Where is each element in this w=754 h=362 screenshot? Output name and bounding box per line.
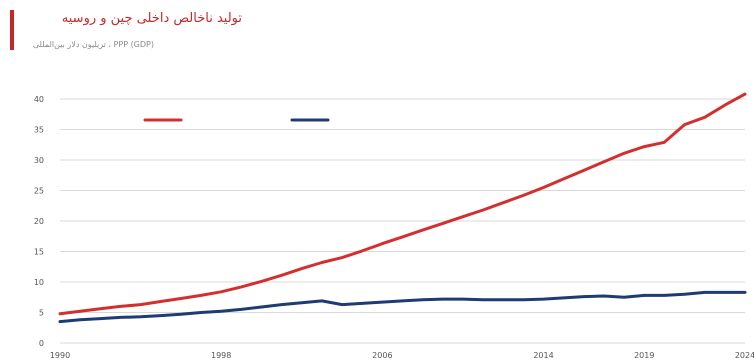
x-tick-label: 1990 [50,351,70,360]
gridlines [60,98,745,344]
series-line-2 [58,290,747,324]
x-tick-label: 2014 [533,351,553,360]
series-lines [58,92,747,324]
y-tick-label: 10 [34,278,44,287]
x-tick-label: 1998 [211,351,231,360]
chart-title: تولید ناخالص داخلی چین و روسیه [61,11,242,26]
y-axis-ticks: 0 5 10 15 20 25 30 35 40 [34,95,44,348]
title-accent-bar [10,10,14,50]
series-line-1 [58,92,747,316]
x-axis-ticks: 1990 1998 2006 2014 2019 2024 [50,351,754,360]
y-tick-label: 35 [34,126,44,135]
x-tick-label: 2006 [372,351,392,360]
y-tick-label: 5 [39,309,44,318]
y-tick-label: 15 [34,248,44,257]
chart-subtitle: PPP (GDP) ، تریلیون دلار بین‌المللی [32,40,154,49]
y-tick-label: 40 [34,95,44,104]
y-tick-label: 20 [34,217,44,226]
x-tick-label: 2024 [735,351,754,360]
y-tick-label: 30 [34,156,44,165]
x-tick-label: 2019 [634,351,654,360]
y-tick-label: 0 [39,339,44,348]
y-tick-label: 25 [34,187,44,196]
